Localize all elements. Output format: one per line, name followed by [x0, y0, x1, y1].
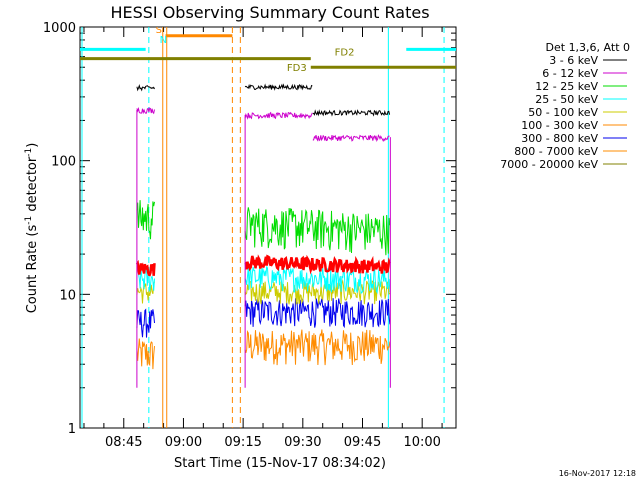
x-tick-label: 09:15	[224, 435, 261, 450]
y-tick-label: 1000	[43, 21, 76, 36]
y-axis-label-end: )	[25, 143, 40, 148]
series-line	[244, 111, 313, 120]
series-line	[136, 281, 155, 304]
legend-label: 7000 - 20000 keV	[500, 158, 598, 171]
legend-label: 3 - 6 keV	[549, 54, 598, 67]
data-marks: SN FD2 FD3	[80, 25, 456, 428]
chart-title: HESSI Observing Summary Count Rates	[110, 3, 429, 22]
legend-label: 300 - 800 keV	[521, 132, 598, 145]
x-tick-label: 09:00	[165, 435, 202, 450]
x-tick-label: 10:00	[403, 435, 440, 450]
axis-ticks: 1 10 100 1000 08:45 09:00 09:15 09:30 09:45 10:00	[43, 21, 456, 450]
legend-label: 12 - 25 keV	[535, 80, 598, 93]
y-axis-label-sup2: -1	[24, 148, 34, 157]
annotation-label: FD2	[335, 48, 355, 59]
series-line	[244, 207, 391, 256]
series-line	[244, 298, 391, 329]
legend-label: 800 - 7000 keV	[514, 145, 598, 158]
y-tick-label: 1	[68, 422, 76, 437]
legend-label: 50 - 100 keV	[528, 106, 598, 119]
legend-label: 6 - 12 keV	[542, 67, 598, 80]
legend-label: 100 - 300 keV	[521, 119, 598, 132]
series-line-red	[135, 259, 156, 277]
x-tick-label: 08:45	[105, 435, 142, 450]
series-line	[136, 84, 155, 92]
legend-header: Det 1,3,6, Att 0	[546, 41, 630, 54]
series-line	[244, 83, 313, 91]
annotation-label: N	[160, 35, 167, 46]
annotation-label: FD3	[287, 63, 307, 74]
series-line	[244, 265, 391, 295]
y-axis-label-sup1: -1	[24, 216, 34, 225]
series-line	[136, 106, 155, 115]
series-line	[244, 329, 391, 366]
series-line	[244, 279, 391, 305]
plot-frame	[79, 26, 457, 429]
y-axis-label-main: Count Rate (s	[25, 225, 40, 314]
series-line-red	[244, 254, 392, 275]
series-line	[136, 338, 155, 370]
x-tick-label: 09:45	[344, 435, 381, 450]
y-tick-label: 100	[51, 155, 76, 170]
series-line	[312, 109, 391, 117]
annotation-label: S	[156, 25, 162, 36]
x-axis-label: Start Time (15-Nov-17 08:34:02)	[174, 456, 386, 471]
y-tick-label: 10	[59, 288, 76, 303]
series-line	[136, 200, 155, 240]
y-axis-label: Count Rate (s-1 detector-1)	[24, 143, 40, 314]
series-line	[136, 308, 155, 338]
x-tick-label: 09:30	[284, 435, 321, 450]
series-line	[312, 134, 390, 142]
y-axis-label-mid: detector	[25, 156, 40, 216]
legend-label: 25 - 50 keV	[535, 93, 598, 106]
footer-date: 16-Nov-2017 12:18	[559, 469, 636, 478]
